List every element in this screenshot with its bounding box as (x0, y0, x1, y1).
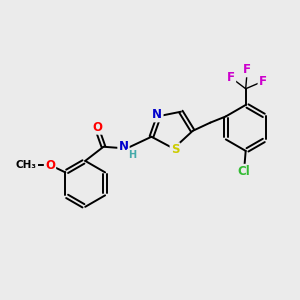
Text: O: O (45, 158, 55, 172)
Text: F: F (227, 71, 235, 84)
Text: H: H (128, 150, 136, 160)
Text: F: F (243, 63, 251, 76)
Text: S: S (171, 143, 179, 157)
Text: O: O (92, 121, 102, 134)
Text: N: N (118, 140, 128, 153)
Text: F: F (259, 75, 267, 88)
Text: CH₃: CH₃ (16, 160, 37, 170)
Text: Cl: Cl (238, 165, 250, 178)
Text: N: N (152, 108, 162, 121)
